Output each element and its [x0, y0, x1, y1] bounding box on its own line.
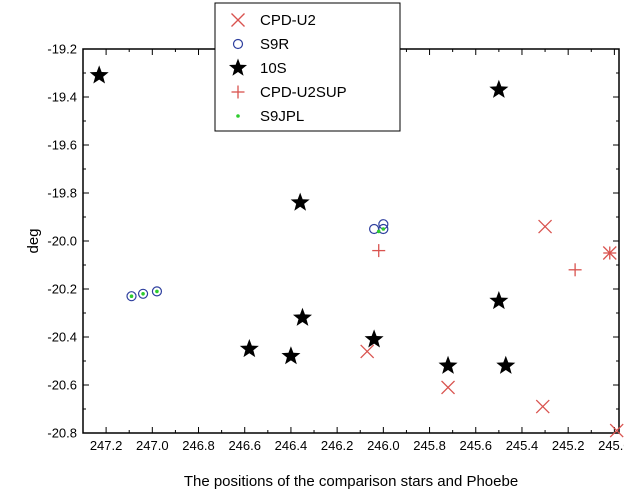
- circle-mark: [232, 38, 244, 50]
- y-tick-label: -19.2: [47, 42, 77, 57]
- data-point: [151, 286, 163, 297]
- dot-mark: [381, 227, 386, 231]
- legend-label: 10S: [260, 60, 287, 77]
- dot-mark: [236, 114, 240, 118]
- x-tick-label: 246.2: [321, 438, 354, 453]
- dot-mark: [129, 294, 134, 299]
- x-tick-label: 245.0: [598, 438, 624, 453]
- x-tick-label: 246.4: [275, 438, 308, 453]
- circle-mark: [378, 223, 389, 235]
- data-point: [603, 246, 617, 260]
- circle-mark: [126, 291, 137, 302]
- x-tick-label: 247.0: [136, 438, 169, 453]
- y-tick-label: -20.6: [47, 378, 77, 393]
- legend-label: CPD-U2SUP: [260, 84, 347, 101]
- data-point: [364, 329, 384, 348]
- x-tick-label: 245.8: [413, 438, 446, 453]
- star-mark: [239, 339, 259, 358]
- data-point: [126, 291, 137, 302]
- star-mark: [89, 65, 109, 84]
- star-mark: [290, 192, 310, 211]
- x-axis-title: The positions of the comparison stars an…: [184, 473, 518, 490]
- legend-box: [214, 2, 401, 132]
- y-tick-label: -20.0: [47, 234, 77, 249]
- dot-mark: [376, 229, 381, 234]
- star-mark: [438, 355, 458, 374]
- data-point: [239, 339, 259, 358]
- data-point: [360, 344, 375, 359]
- x-stroke: [609, 423, 624, 438]
- legend-label: S9JPL: [260, 108, 304, 125]
- series-s9r: [126, 219, 389, 302]
- x-stroke: [441, 380, 455, 395]
- y-tick-label: -19.8: [47, 186, 77, 201]
- data-point: [535, 399, 550, 414]
- data-point: [281, 346, 301, 365]
- legend-symbol: [232, 38, 244, 50]
- x-tick-label: 247.2: [90, 438, 123, 453]
- y-tick-label: -19.4: [47, 90, 77, 105]
- y-tick-label: -20.2: [47, 282, 77, 297]
- data-point: [292, 307, 312, 326]
- x-tick-label: 245.6: [459, 438, 492, 453]
- x-stroke: [231, 13, 245, 27]
- legend: CPD-U2 S9R 10S CPD-U2SUP S9JPL: [214, 2, 401, 132]
- dot-mark: [155, 289, 159, 294]
- circle-mark: [151, 286, 163, 297]
- legend-symbol: [236, 114, 240, 118]
- data-point: [89, 65, 109, 84]
- data-point: [381, 227, 386, 231]
- star-mark: [281, 346, 301, 365]
- series-s9jpl: [129, 227, 386, 299]
- series-cpd-u2: [360, 219, 624, 438]
- legend-label: S9R: [260, 36, 289, 53]
- y-tick-label: -20.4: [47, 330, 77, 345]
- star-mark: [292, 307, 312, 326]
- x-tick-label: 246.0: [367, 438, 400, 453]
- data-point: [376, 229, 381, 234]
- circle-mark: [137, 288, 149, 299]
- data-points: [89, 65, 624, 438]
- series-10s: [89, 65, 516, 374]
- x-axis: 247.2 247.0 246.8 246.6 246.4 246.2 246.0 245.8…: [90, 49, 624, 453]
- star-mark: [496, 355, 516, 374]
- dot-mark: [141, 292, 145, 296]
- y-tick-label: -20.8: [47, 426, 77, 441]
- x-stroke: [538, 219, 553, 234]
- data-point: [290, 192, 310, 211]
- star-mark: [364, 329, 384, 348]
- legend-label: CPD-U2: [260, 12, 316, 29]
- star-mark: [489, 79, 509, 98]
- legend-symbol: [231, 85, 245, 99]
- y-axis-title: deg: [25, 228, 42, 253]
- data-point: [489, 79, 509, 98]
- legend-symbol: [228, 58, 248, 76]
- data-point: [155, 289, 159, 294]
- x-tick-label: 245.4: [506, 438, 539, 453]
- star-mark: [489, 291, 509, 310]
- data-point: [141, 292, 145, 296]
- x-tick-label: 246.6: [228, 438, 261, 453]
- x-tick-label: 245.2: [552, 438, 585, 453]
- data-point: [372, 244, 386, 258]
- y-axis: -19.2 -19.4 -19.6 -19.8 -20.0 -20.2 -20.4 -20.6…: [47, 42, 619, 441]
- series-cpd-u2sup: [372, 244, 617, 277]
- data-point: [438, 355, 458, 374]
- data-point: [568, 263, 582, 277]
- data-point: [496, 355, 516, 374]
- data-point: [538, 219, 553, 234]
- legend-symbol: [231, 13, 245, 27]
- data-point: [378, 223, 389, 235]
- y-tick-label: -19.6: [47, 138, 77, 153]
- x-tick-label: 246.8: [182, 438, 215, 453]
- data-point: [441, 380, 455, 395]
- data-point: [609, 423, 624, 438]
- data-point: [129, 294, 134, 299]
- x-stroke: [535, 399, 550, 414]
- x-stroke: [360, 344, 375, 359]
- data-point: [137, 288, 149, 299]
- star-mark: [228, 58, 248, 76]
- data-point: [489, 291, 509, 310]
